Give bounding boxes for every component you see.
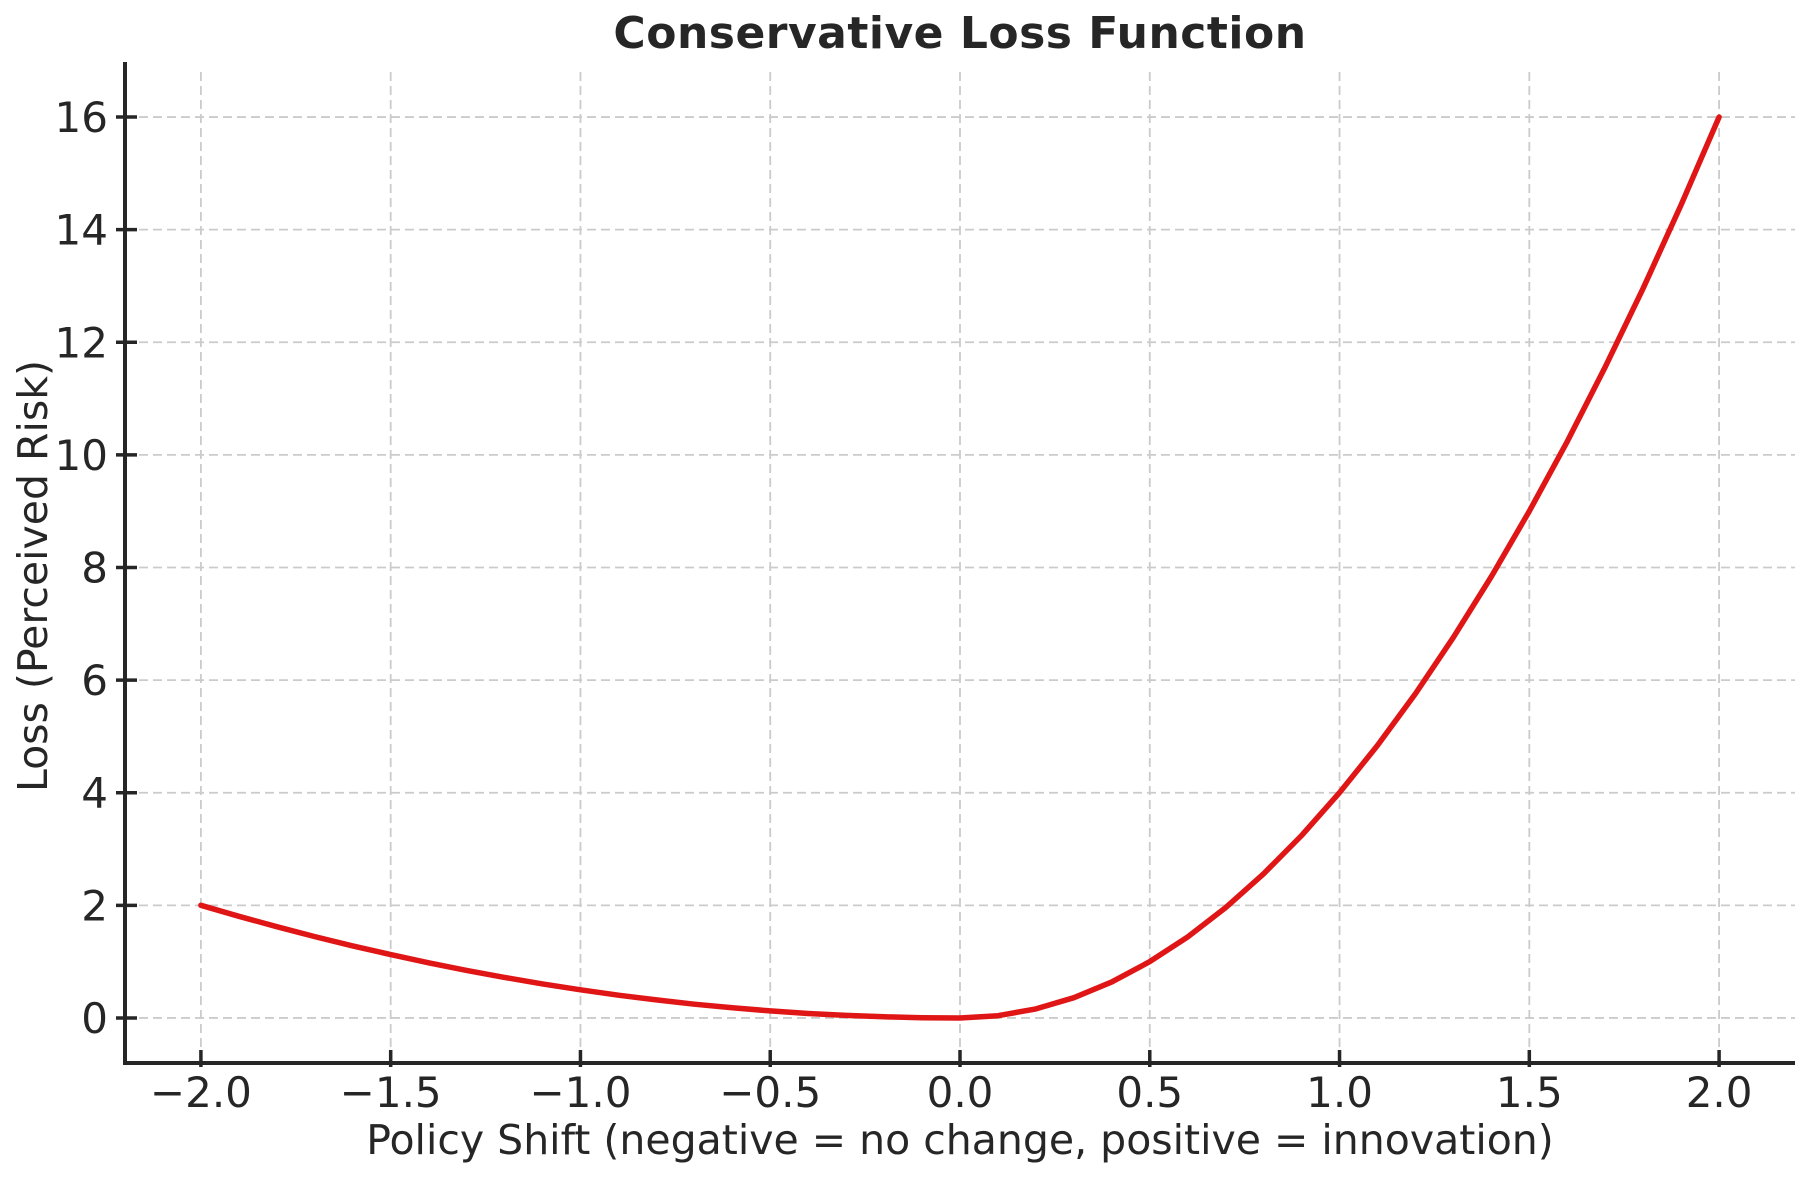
- y-axis-label: Loss (Perceived Risk): [9, 359, 57, 793]
- y-tick-label: 16: [55, 93, 108, 142]
- y-tick-label: 14: [55, 206, 108, 255]
- x-axis-label: Policy Shift (negative = no change, posi…: [366, 1116, 1554, 1164]
- x-tick-label: 2.0: [1686, 1068, 1753, 1117]
- x-tick-label: −1.0: [529, 1068, 631, 1117]
- y-tick-label: 10: [55, 431, 108, 480]
- y-tick-label: 6: [81, 656, 108, 705]
- chart-title: Conservative Loss Function: [613, 8, 1307, 59]
- x-tick-label: −0.5: [719, 1068, 821, 1117]
- x-tick-label: 0.5: [1116, 1068, 1183, 1117]
- y-tick-label: 12: [55, 318, 108, 367]
- x-tick-label: 0.0: [927, 1068, 994, 1117]
- y-tick-label: 2: [81, 881, 108, 930]
- x-tick-label: −1.5: [340, 1068, 442, 1117]
- conservative-loss-curve: [198, 114, 1722, 1021]
- y-tick-label: 8: [81, 544, 108, 593]
- x-tick-label: 1.0: [1306, 1068, 1373, 1117]
- x-tick-label: 1.5: [1496, 1068, 1563, 1117]
- x-tick-label: −2.0: [150, 1068, 252, 1117]
- y-tick-label: 0: [81, 994, 108, 1043]
- y-tick-label: 4: [81, 769, 108, 818]
